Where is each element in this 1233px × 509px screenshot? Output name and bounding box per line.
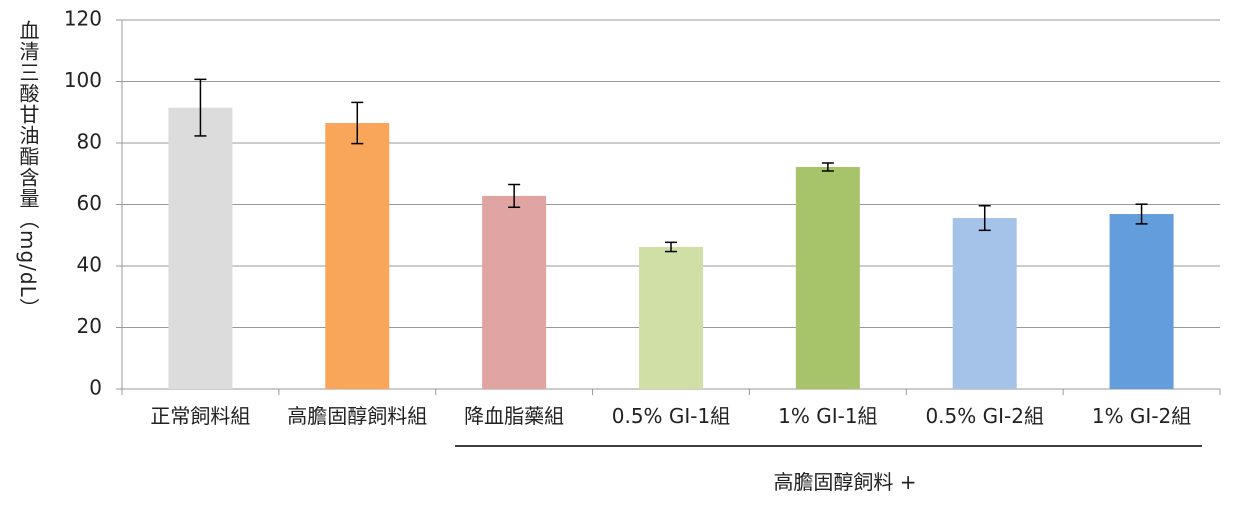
error-bar [665, 241, 677, 253]
x-tick-label: 1% GI-2組 [1091, 404, 1192, 428]
bar [482, 195, 547, 389]
error-bar [351, 101, 364, 145]
y-tick-label: 0 [89, 376, 102, 400]
y-tick-label: 80 [77, 130, 102, 154]
bar [639, 246, 703, 389]
y-tick-label: 60 [77, 191, 102, 215]
error-bar [821, 162, 834, 172]
bar [952, 218, 1017, 389]
x-tick-label: 1% GI-1組 [778, 404, 878, 428]
x-tick-label: 0.5% GI-2組 [925, 404, 1044, 428]
group-label: 高膽固醇飼料 + [773, 470, 917, 494]
error-bar [508, 183, 521, 209]
x-tick-label: 降血脂藥組 [464, 404, 565, 428]
bar [168, 107, 233, 389]
x-tick-label: 高膽固醇飼料組 [287, 404, 428, 428]
bar [325, 123, 390, 389]
error-bar [1135, 203, 1148, 225]
bar [795, 166, 860, 389]
x-tick-label: 正常飼料組 [150, 404, 251, 428]
y-tick-label: 120 [64, 7, 102, 31]
error-bar [194, 78, 207, 137]
bar [1109, 214, 1174, 389]
y-tick-label: 100 [64, 68, 102, 92]
error-bar [978, 204, 991, 232]
y-tick-label: 20 [77, 314, 102, 338]
y-axis-label: 血清三酸甘油酯含量（mg/dL） [16, 20, 40, 319]
y-tick-label: 40 [77, 253, 102, 277]
x-tick-label: 0.5% GI-1組 [611, 404, 731, 428]
